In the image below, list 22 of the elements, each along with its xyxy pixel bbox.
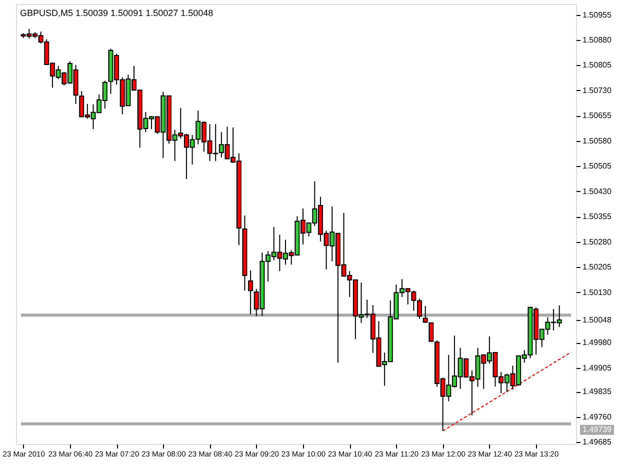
y-tick-label: 1.50048 xyxy=(582,315,612,324)
y-tick-label: 1.50280 xyxy=(582,237,612,246)
y-tick-label: 1.50955 xyxy=(582,10,612,20)
y-tick-label: 1.49685 xyxy=(582,437,612,446)
y-tick-label: 1.50130 xyxy=(582,288,612,297)
y-tick-label: 1.50880 xyxy=(582,35,612,44)
y-tick-label: 1.50805 xyxy=(582,60,612,70)
y-tick-label: 1.50355 xyxy=(582,212,612,222)
y-tick-label: 1.50205 xyxy=(582,262,612,272)
y-tick-label: 1.50580 xyxy=(582,136,612,146)
y-tick-label: 1.49980 xyxy=(582,338,612,348)
candlestick xyxy=(422,306,428,324)
y-tick-label: 1.50730 xyxy=(582,86,612,95)
y-tick-label: 1.49835 xyxy=(582,387,612,396)
ref-line-label: 1.49739 xyxy=(582,424,612,434)
chart-title: GBPUSD,M5 1.50039 1.50091 1.50027 1.50048 xyxy=(20,8,214,18)
candlestick xyxy=(248,270,254,315)
y-tick-label: 1.50430 xyxy=(582,186,612,196)
y-tick-label: 1.49760 xyxy=(582,412,612,422)
y-tick-label: 1.50655 xyxy=(582,111,612,120)
y-tick-label: 1.49905 xyxy=(582,363,612,372)
y-tick-label: 1.50505 xyxy=(582,162,612,171)
